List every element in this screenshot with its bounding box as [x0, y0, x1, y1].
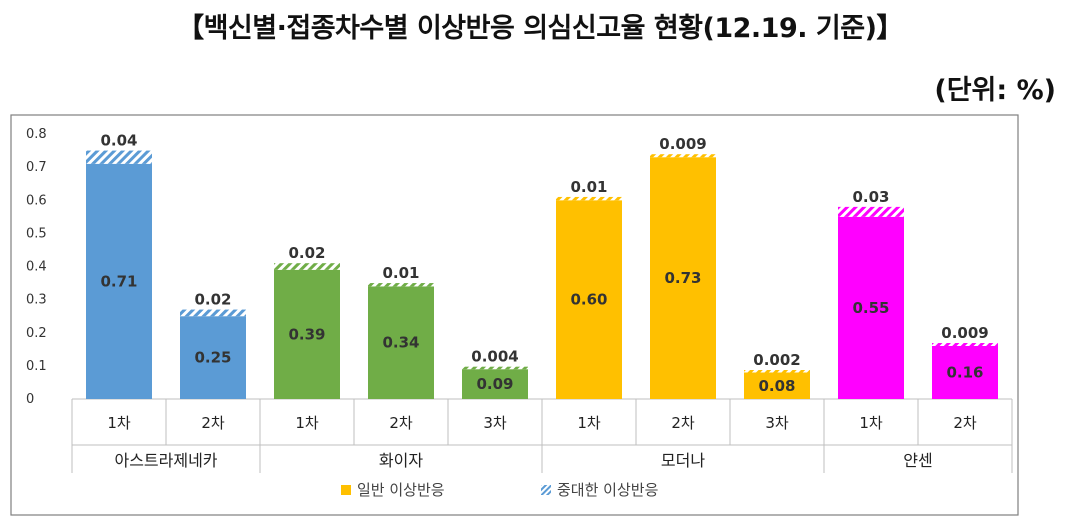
bar-serious — [932, 343, 998, 346]
bar-serious — [180, 309, 246, 317]
bar-serious-value-label: 0.04 — [100, 132, 137, 150]
x-category-label: 3차 — [765, 414, 789, 432]
bar-general-value-label: 0.09 — [476, 375, 513, 393]
bar-general-value-label: 0.55 — [852, 299, 889, 317]
x-group-label: 아스트라제네카 — [114, 451, 217, 470]
x-category-label: 2차 — [953, 414, 977, 432]
bar-general — [462, 369, 528, 399]
bar-general — [556, 200, 622, 399]
bar-general-value-label: 0.16 — [946, 364, 983, 382]
y-tick-label: 0.5 — [26, 226, 47, 241]
bar-serious — [462, 366, 528, 370]
bar-serious-value-label: 0.009 — [659, 135, 706, 153]
bar-general-value-label: 0.71 — [100, 272, 137, 290]
chart-frame — [10, 114, 1019, 516]
x-category-label: 2차 — [671, 414, 695, 432]
bar-general-value-label: 0.08 — [758, 377, 795, 395]
bar-serious-value-label: 0.03 — [852, 188, 889, 206]
bar-general — [86, 163, 152, 399]
bar-general — [838, 216, 904, 399]
bar-serious — [744, 370, 810, 373]
legend-swatch-serious — [541, 485, 551, 495]
legend-label-general: 일반 이상반응 — [357, 481, 445, 499]
x-group-label: 모더나 — [661, 451, 705, 470]
chart-title: 【백신별·접종차수별 이상반응 의심신고율 현황(12.19. 기준)】 — [177, 13, 903, 44]
y-tick-label: 0.4 — [26, 260, 47, 275]
x-category-label: 3차 — [483, 414, 507, 432]
bar-general — [368, 286, 434, 399]
bar-serious — [556, 196, 622, 201]
x-category-label: 1차 — [295, 414, 319, 432]
bar-serious-value-label: 0.01 — [570, 178, 607, 196]
x-category-label: 1차 — [107, 414, 131, 432]
x-category-label: 2차 — [201, 414, 225, 432]
y-tick-label: 0.3 — [26, 293, 47, 308]
x-category-label: 1차 — [577, 414, 601, 432]
y-tick-label: 0.8 — [26, 127, 47, 142]
y-tick-label: 0.6 — [26, 193, 47, 208]
bar-serious-value-label: 0.002 — [753, 351, 800, 369]
bar-general — [932, 346, 998, 399]
bar-serious — [650, 154, 716, 158]
x-group-label: 화이자 — [379, 451, 423, 470]
bar-general — [744, 372, 810, 399]
bar-serious-value-label: 0.02 — [288, 244, 325, 262]
bar-general — [650, 157, 716, 399]
bar-serious-value-label: 0.004 — [471, 348, 518, 366]
bar-serious — [274, 263, 340, 270]
bar-general-value-label: 0.34 — [382, 334, 419, 352]
bar-serious — [86, 150, 152, 164]
bar-general — [180, 316, 246, 399]
bar-serious-value-label: 0.009 — [941, 324, 988, 342]
bar-general-value-label: 0.60 — [570, 291, 607, 309]
y-tick-label: 0 — [26, 392, 34, 407]
bar-general-value-label: 0.39 — [288, 325, 325, 343]
x-category-label: 1차 — [859, 414, 883, 432]
bar-serious-value-label: 0.01 — [382, 264, 419, 282]
bar-general — [274, 269, 340, 399]
bar-serious-value-label: 0.02 — [194, 291, 231, 309]
y-tick-label: 0.1 — [26, 359, 47, 374]
bar-general-value-label: 0.73 — [664, 269, 701, 287]
bar-general-value-label: 0.25 — [194, 349, 231, 367]
y-tick-label: 0.2 — [26, 326, 47, 341]
bar-serious — [368, 283, 434, 287]
x-group-label: 얀센 — [903, 451, 932, 470]
legend-swatch-general — [341, 485, 351, 495]
y-tick-label: 0.7 — [26, 160, 47, 175]
bar-serious — [838, 206, 904, 217]
legend-label-serious: 중대한 이상반응 — [557, 481, 658, 499]
unit-label: (단위: %) — [934, 75, 1056, 106]
x-category-label: 2차 — [389, 414, 413, 432]
